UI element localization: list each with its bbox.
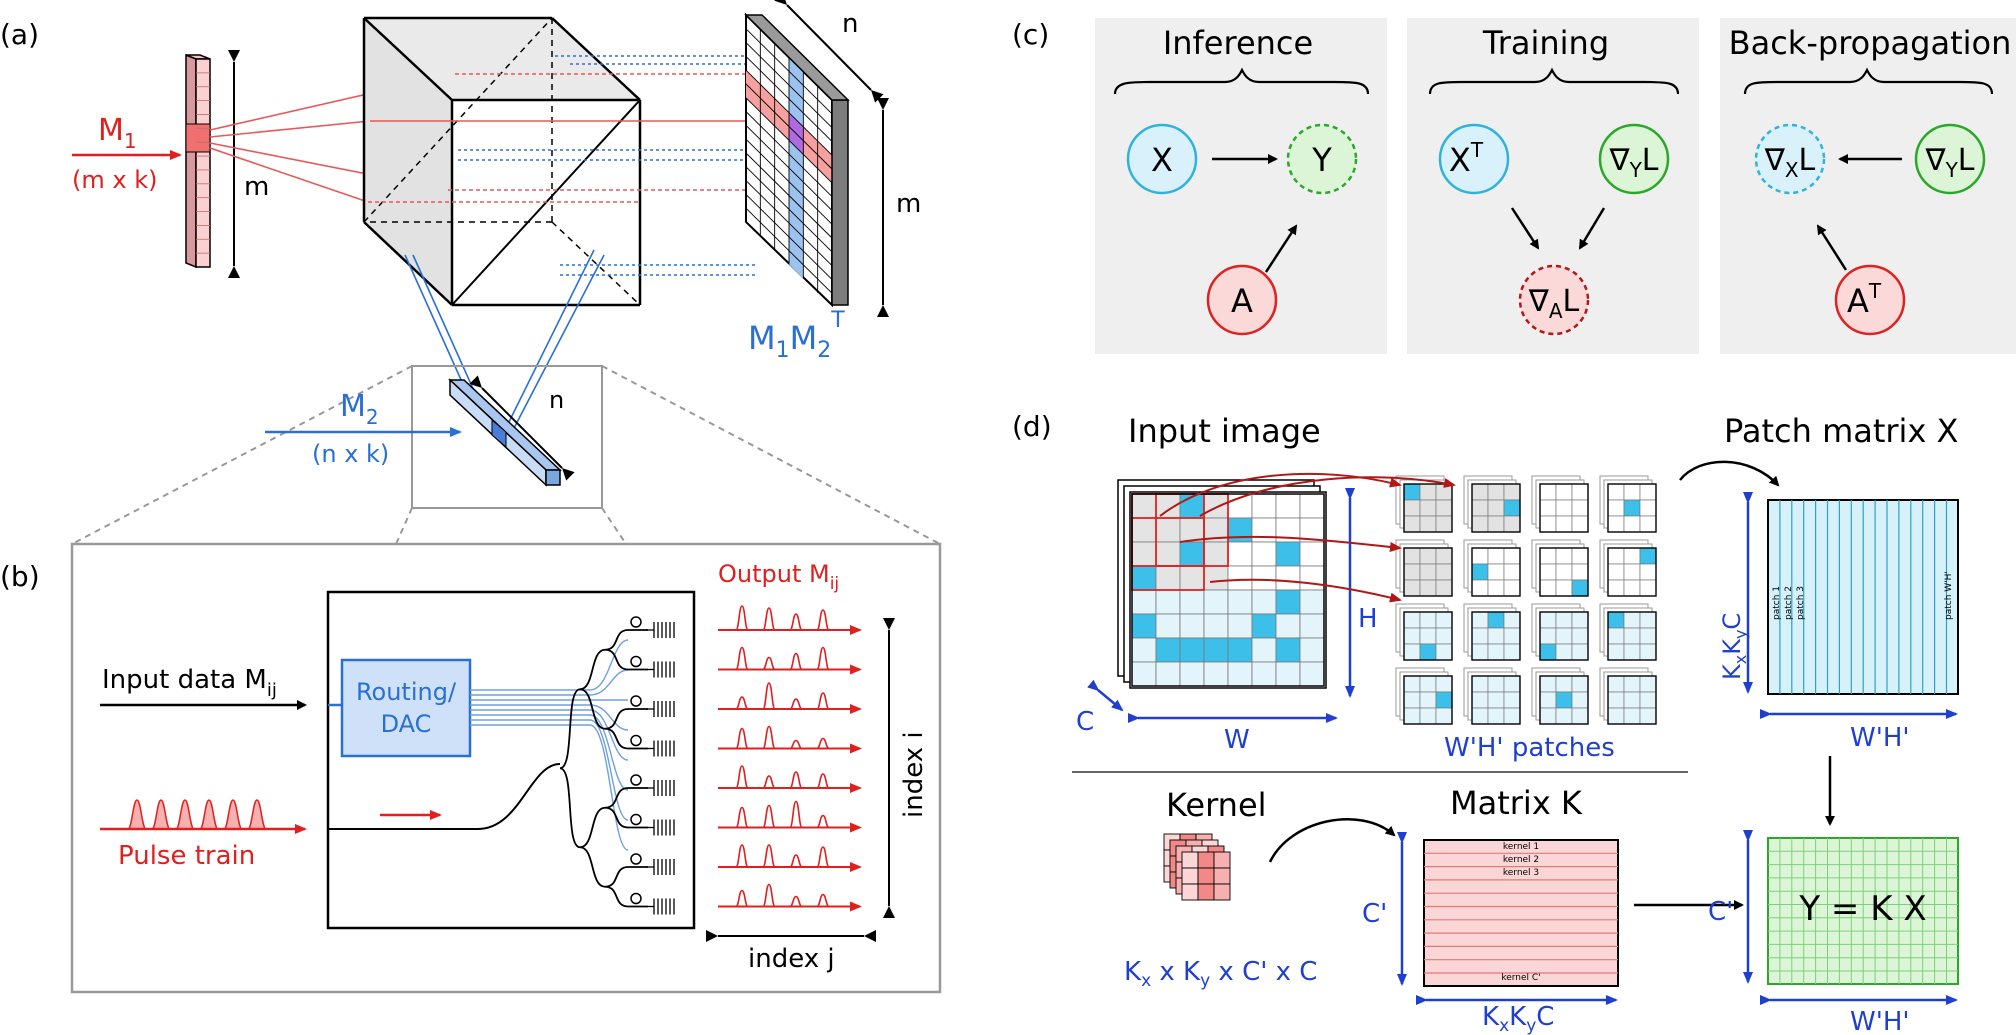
input-data-label: Input data Mij [102,665,277,701]
node-x [1126,123,1198,195]
patch-col-labels: patch 1 patch 2 patch 3 patch W'H' [1772,571,1954,620]
panel-d: Input image H W C W'H' patches Patch mat… [1072,412,1959,1035]
training-title: Training [1482,24,1609,62]
input-image-stack [1117,479,1327,689]
m-right-label: m [896,189,921,219]
red-beams-out [368,73,760,203]
k-bottom-label: KxKyC [1482,1002,1554,1035]
node-gyl-train [1598,123,1670,195]
node-gxl-label: ∇XL [1764,143,1816,182]
matrix-k-title: Matrix K [1450,784,1583,822]
y-bottom-label: W'H' [1850,1007,1910,1035]
input-image-title: Input image [1128,412,1321,450]
n-small-dim [469,375,575,481]
node-gyl-back [1914,123,1986,195]
splitter-tree [559,629,648,908]
matrix-k [1423,839,1619,987]
patch-y-label: KxKyC [1718,613,1750,680]
kernel-row-1: kernel 1 [1503,842,1539,852]
to-patch-matrix-arrow [1679,460,1780,487]
m-left-label: m [244,172,269,202]
m2-vector [448,378,562,487]
dac-label: DAC [381,710,432,738]
patches-grid [1395,475,1657,725]
n-top-dim [774,0,884,103]
node-at [1834,264,1906,336]
kernel-title: Kernel [1166,786,1267,824]
node-gal-label: ∇AL [1528,284,1580,323]
m1-vector [185,53,211,269]
node-gyl-train-label: ∇YL [1608,143,1658,182]
kernel-dims: Kx x Ky x C' x C [1124,957,1317,991]
output-pulses [718,605,862,912]
m1-dims: (m x k) [72,166,157,194]
panel-b: Input data Mij Routing/ DAC Pulse train … [70,542,942,994]
n-small-label: n [549,386,564,414]
panel-a: M1 (m x k) m [71,0,941,545]
node-xt [1438,123,1510,195]
panel-b-frame [70,542,942,994]
node-xt-label: XT [1449,138,1484,179]
product-label: M1M2T [748,308,845,363]
node-y-label: Y [1311,141,1332,179]
patch-col-1: patch 1 [1772,586,1782,620]
node-x-label: X [1151,141,1173,179]
m2-dims: (n x k) [312,440,389,468]
cube [362,16,642,307]
node-a-label: A [1231,282,1253,320]
panel-label-d: (d) [1012,410,1052,443]
k-cprime-label: C' [1362,899,1387,929]
panel-label-b: (b) [0,560,40,593]
node-gxl [1754,123,1826,195]
zoom-box [411,365,603,509]
kernel-to-k-arrow [1268,818,1396,863]
node-gyl-back-label: ∇YL [1924,143,1974,182]
m1-label: M1 [98,113,137,153]
index-j-label: index j [748,944,835,974]
output-matrix [744,12,850,308]
patch-col-2: patch 2 [1784,586,1794,620]
index-i-label: index i [899,731,929,818]
c-dim [1087,679,1124,712]
node-a [1206,264,1278,336]
patch-matrix-title: Patch matrix X [1724,412,1958,450]
patch-w-label: W'H' [1850,723,1910,753]
input-image-grid [1131,493,1325,687]
patch-arrows [1159,472,1456,603]
node-gal [1518,264,1590,336]
m2-label: M2 [340,389,379,429]
y-cprime-label: C' [1708,897,1733,927]
kernel-row-last: kernel C' [1501,973,1540,983]
panel-label-c: (c) [1012,18,1049,51]
brace-group [1113,67,1994,95]
dac-wires [470,639,629,851]
routing-dac-block [340,658,472,758]
pulse-train-label: Pulse train [118,841,255,871]
c-label: C [1076,707,1094,737]
inference-title: Inference [1163,24,1313,62]
h-label: H [1358,604,1378,634]
patch-col-3: patch 3 [1796,586,1806,620]
panel-label-a: (a) [0,18,39,51]
kernel-row-labels: kernel 1 kernel 2 kernel 3 kernel C' [1501,842,1540,983]
pulse-train [127,799,267,830]
patches-label: W'H' patches [1444,733,1615,763]
kernel-row-3: kernel 3 [1503,868,1539,878]
routing-label: Routing/ [356,678,457,706]
node-y [1286,123,1358,195]
n-top-label: n [842,9,858,39]
kernel-stack [1163,833,1231,901]
panel-c: Inference Training Back-propagation X Y … [1095,18,2016,354]
result-y-equation: Y = K X [1798,889,1926,929]
kernel-row-2: kernel 2 [1503,855,1539,865]
backprop-title: Back-propagation [1729,24,2012,62]
node-at-label: AT [1847,279,1882,320]
patch-col-last: patch W'H' [1944,571,1954,620]
output-label: Output Mij [718,560,839,594]
w-label: W [1224,725,1250,755]
chip-box [326,590,696,930]
